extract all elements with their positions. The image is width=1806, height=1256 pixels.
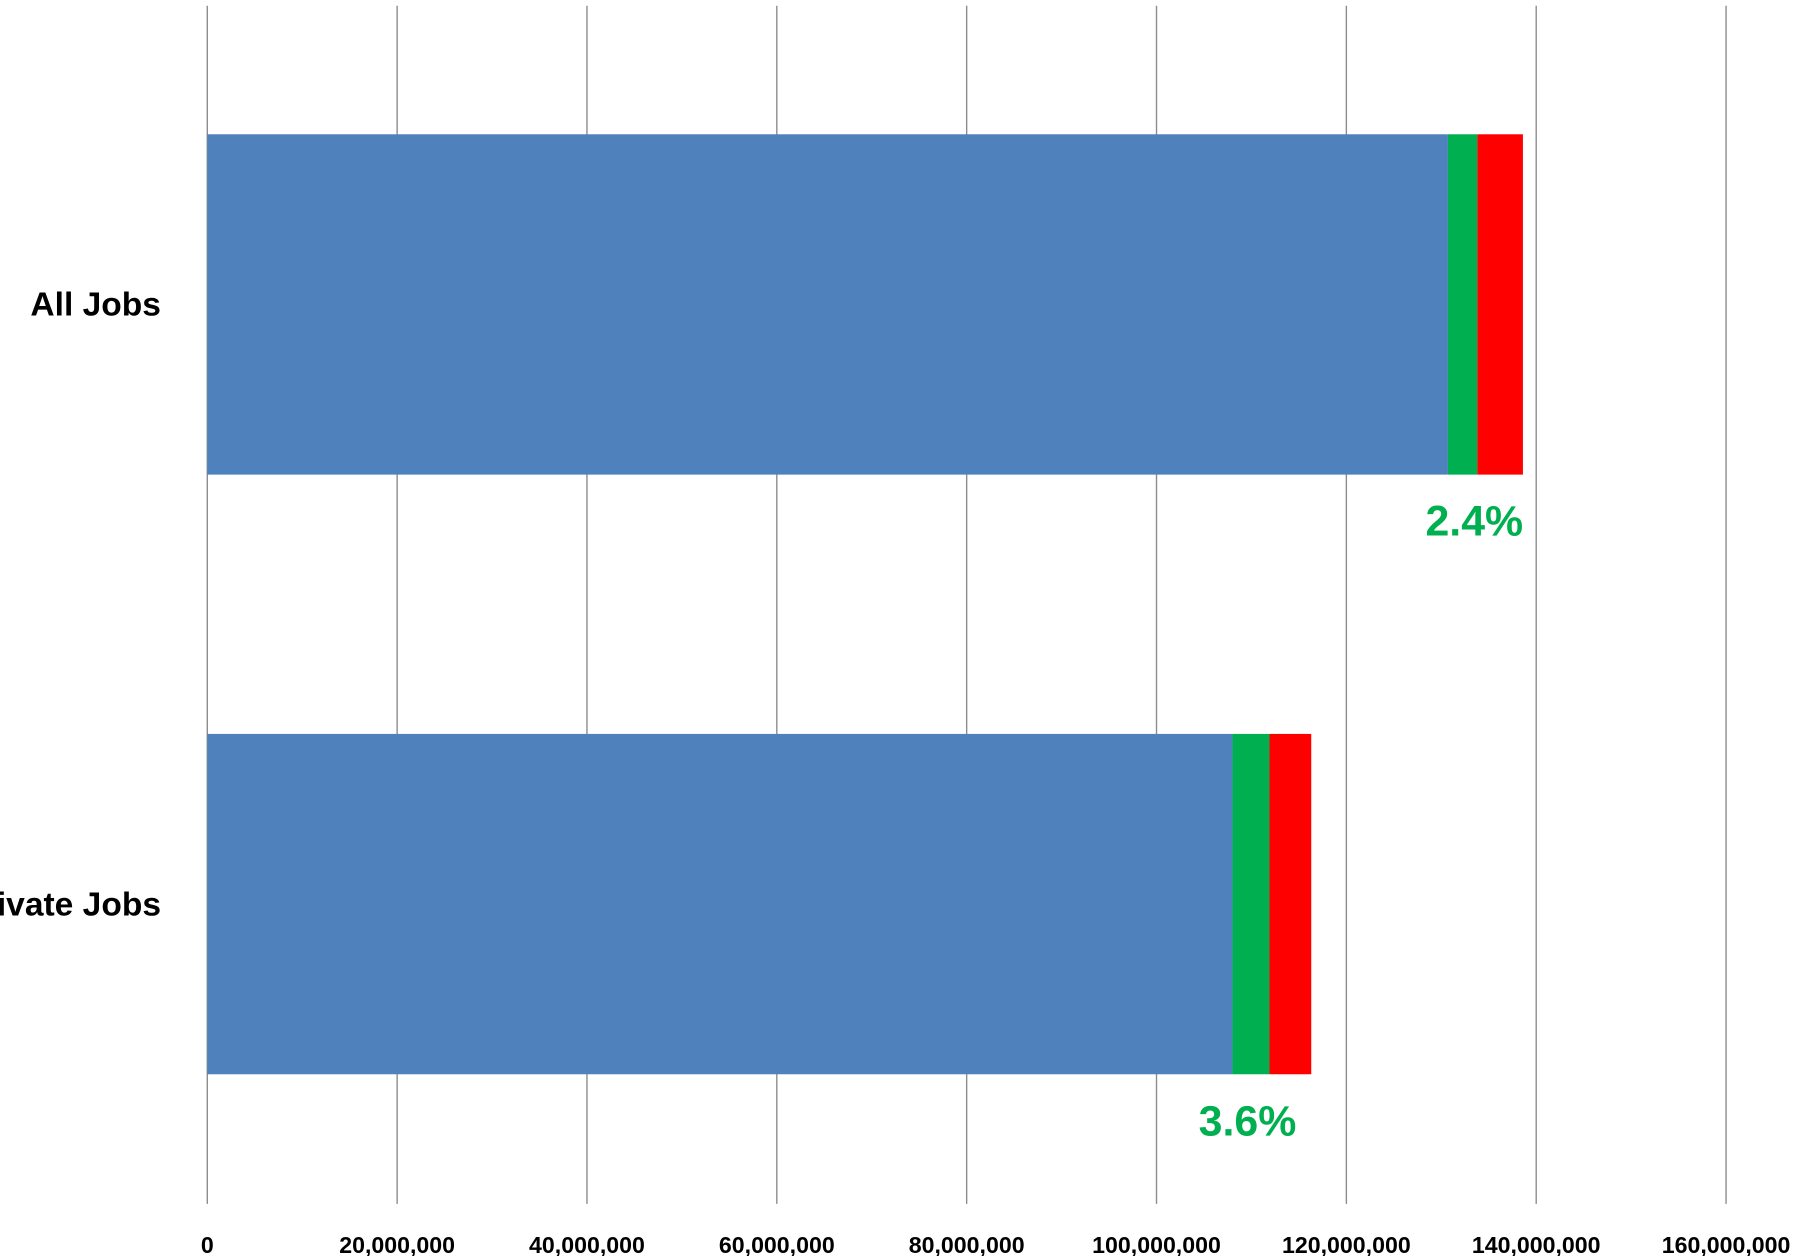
x-tick-label: 140,000,000 — [1472, 1232, 1601, 1256]
x-tick-label: 80,000,000 — [909, 1232, 1025, 1256]
bar-segment — [207, 733, 1233, 1075]
x-tick-label: 20,000,000 — [339, 1232, 455, 1256]
x-tick-label: 40,000,000 — [529, 1232, 645, 1256]
x-tick-label: 60,000,000 — [719, 1232, 835, 1256]
annotation: 3.6% — [1199, 1097, 1297, 1145]
x-tick-label: 160,000,000 — [1662, 1232, 1791, 1256]
bar-segment — [1447, 134, 1478, 475]
x-tick-label: 120,000,000 — [1282, 1232, 1411, 1256]
bar-segment — [1477, 134, 1523, 475]
bar-segment — [207, 134, 1448, 475]
x-tick-label: 100,000,000 — [1092, 1232, 1221, 1256]
bar-segment — [1232, 733, 1270, 1075]
bar-segment — [1269, 733, 1312, 1075]
category-label: Private Jobs — [0, 886, 161, 923]
category-label: All Jobs — [30, 287, 161, 324]
annotation: 2.4% — [1425, 498, 1523, 546]
x-tick-label: 0 — [201, 1232, 214, 1256]
